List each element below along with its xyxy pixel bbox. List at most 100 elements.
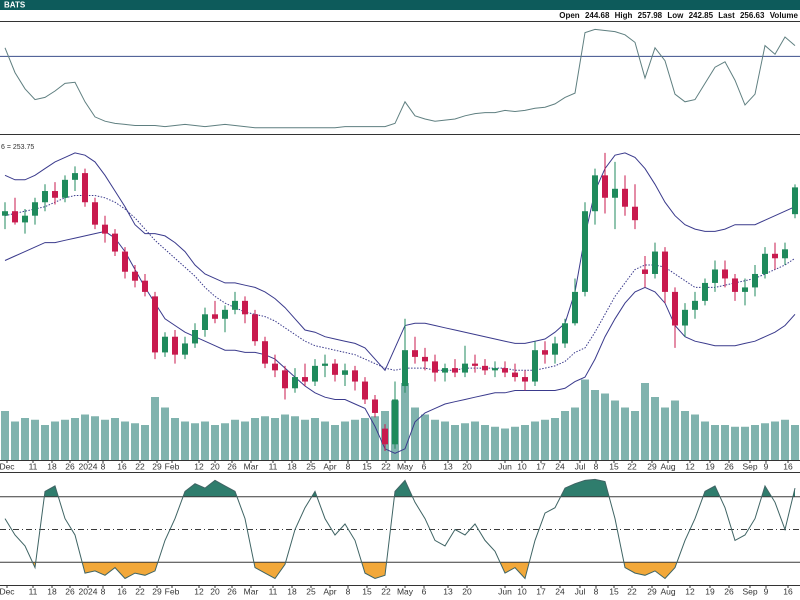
volume-bar bbox=[671, 400, 679, 460]
x-tick-label: 22 bbox=[381, 586, 391, 596]
x-tick-label: Apr bbox=[323, 586, 336, 596]
volume-bar bbox=[261, 416, 269, 460]
candle-body bbox=[612, 188, 618, 198]
candle-body bbox=[322, 363, 328, 366]
x-tick-label: 8 bbox=[594, 461, 599, 471]
volume-bar bbox=[331, 425, 339, 460]
candle-body bbox=[272, 363, 278, 371]
stat-label: High bbox=[615, 11, 633, 20]
indicator-line bbox=[4, 28, 796, 129]
x-tick-label: Aug bbox=[660, 586, 675, 596]
x-tick-label: 26 bbox=[724, 586, 734, 596]
volume-bar bbox=[401, 383, 409, 460]
source-label: BATS bbox=[4, 1, 26, 10]
x-tick-label: 25 bbox=[306, 586, 316, 596]
x-tick-label: 9 bbox=[764, 586, 769, 596]
indicator-line bbox=[4, 478, 796, 580]
volume-bar bbox=[71, 418, 79, 460]
x-tick-label: 9 bbox=[764, 461, 769, 471]
volume-bar bbox=[511, 426, 519, 460]
volume-bar bbox=[371, 416, 379, 460]
candle-body bbox=[702, 282, 708, 301]
indicator-panel bbox=[0, 478, 800, 580]
volume-bar bbox=[681, 411, 689, 460]
candle-body bbox=[522, 377, 528, 382]
x-tick-label: Jul bbox=[575, 461, 586, 471]
candle-body bbox=[602, 175, 608, 198]
candle-body bbox=[792, 187, 798, 215]
x-tick-label: 10 bbox=[517, 461, 527, 471]
candle-body bbox=[712, 269, 718, 283]
candle-body bbox=[752, 273, 758, 288]
x-tick-label: 6 bbox=[422, 461, 427, 471]
candle-body bbox=[782, 249, 788, 259]
x-tick-label: 15 bbox=[609, 586, 619, 596]
volume-bar bbox=[191, 423, 199, 460]
overbought-fill bbox=[44, 479, 795, 497]
x-tick-label: 24 bbox=[555, 461, 565, 471]
candle-body bbox=[372, 399, 378, 413]
candle-body bbox=[662, 251, 668, 292]
price-panel bbox=[1, 152, 799, 460]
volume-bar bbox=[31, 419, 39, 460]
volume-bar bbox=[571, 407, 579, 460]
band-upper bbox=[4, 152, 796, 372]
candle-body bbox=[512, 372, 518, 378]
x-tick-label: 11 bbox=[269, 461, 278, 471]
x-tick-label: 29 bbox=[647, 586, 657, 596]
x-tick-label: 12 bbox=[685, 586, 695, 596]
volume-bar bbox=[611, 400, 619, 460]
volume-bar bbox=[741, 426, 749, 460]
x-tick-label: 16 bbox=[117, 586, 127, 596]
x-tick-label: 8 bbox=[594, 586, 599, 596]
title-bar bbox=[0, 0, 800, 10]
volume-bar bbox=[771, 421, 779, 460]
candle-body bbox=[242, 300, 248, 315]
x-tick-label: 16 bbox=[117, 461, 127, 471]
candle-body bbox=[482, 365, 488, 371]
volume-bar bbox=[411, 407, 419, 460]
volume-bar bbox=[521, 425, 529, 460]
x-tick-label: Dec bbox=[0, 461, 15, 471]
volume-bar bbox=[601, 393, 609, 460]
ohlc-stats: Open 244.68 High 257.98 Low 242.85 Last … bbox=[559, 11, 798, 20]
volume-bar bbox=[451, 425, 459, 460]
volume-bar bbox=[501, 428, 509, 460]
x-tick-label: 22 bbox=[627, 461, 637, 471]
volume-bar bbox=[131, 423, 139, 460]
volume-bar bbox=[301, 419, 309, 460]
candle-body bbox=[142, 280, 148, 292]
x-tick-label: 18 bbox=[287, 586, 297, 596]
volume-bar bbox=[161, 407, 169, 460]
x-tick-label: 13 bbox=[443, 461, 453, 471]
candle-body bbox=[572, 291, 578, 324]
x-tick-label: 16 bbox=[783, 461, 793, 471]
candle-body bbox=[42, 191, 48, 203]
x-tick-label: 13 bbox=[443, 586, 453, 596]
x-tick-label: 15 bbox=[609, 461, 619, 471]
candle-body bbox=[32, 202, 38, 216]
x-tick-label: 20 bbox=[462, 586, 472, 596]
volume-bar bbox=[251, 418, 259, 460]
candle-body bbox=[682, 309, 688, 326]
x-tick-label: Apr bbox=[323, 461, 336, 471]
volume-bar bbox=[631, 411, 639, 460]
candle-body bbox=[722, 269, 728, 279]
x-tick-label: May bbox=[397, 461, 414, 471]
candle-body bbox=[192, 330, 198, 344]
volume-bar bbox=[721, 425, 729, 460]
x-tick-label: 22 bbox=[135, 586, 145, 596]
candle-body bbox=[652, 251, 658, 274]
candle-body bbox=[182, 343, 188, 355]
volume-bar bbox=[51, 421, 59, 460]
volume-bar bbox=[91, 416, 99, 460]
candle-body bbox=[52, 191, 58, 198]
x-tick-label: 29 bbox=[152, 586, 162, 596]
candle-body bbox=[462, 363, 468, 373]
candle-body bbox=[152, 296, 158, 353]
x-tick-label: 11 bbox=[269, 586, 278, 596]
candle-body bbox=[532, 350, 538, 382]
x-tick-label: Sep bbox=[742, 461, 757, 471]
volume-bar bbox=[781, 419, 789, 460]
volume-bar bbox=[351, 419, 359, 460]
